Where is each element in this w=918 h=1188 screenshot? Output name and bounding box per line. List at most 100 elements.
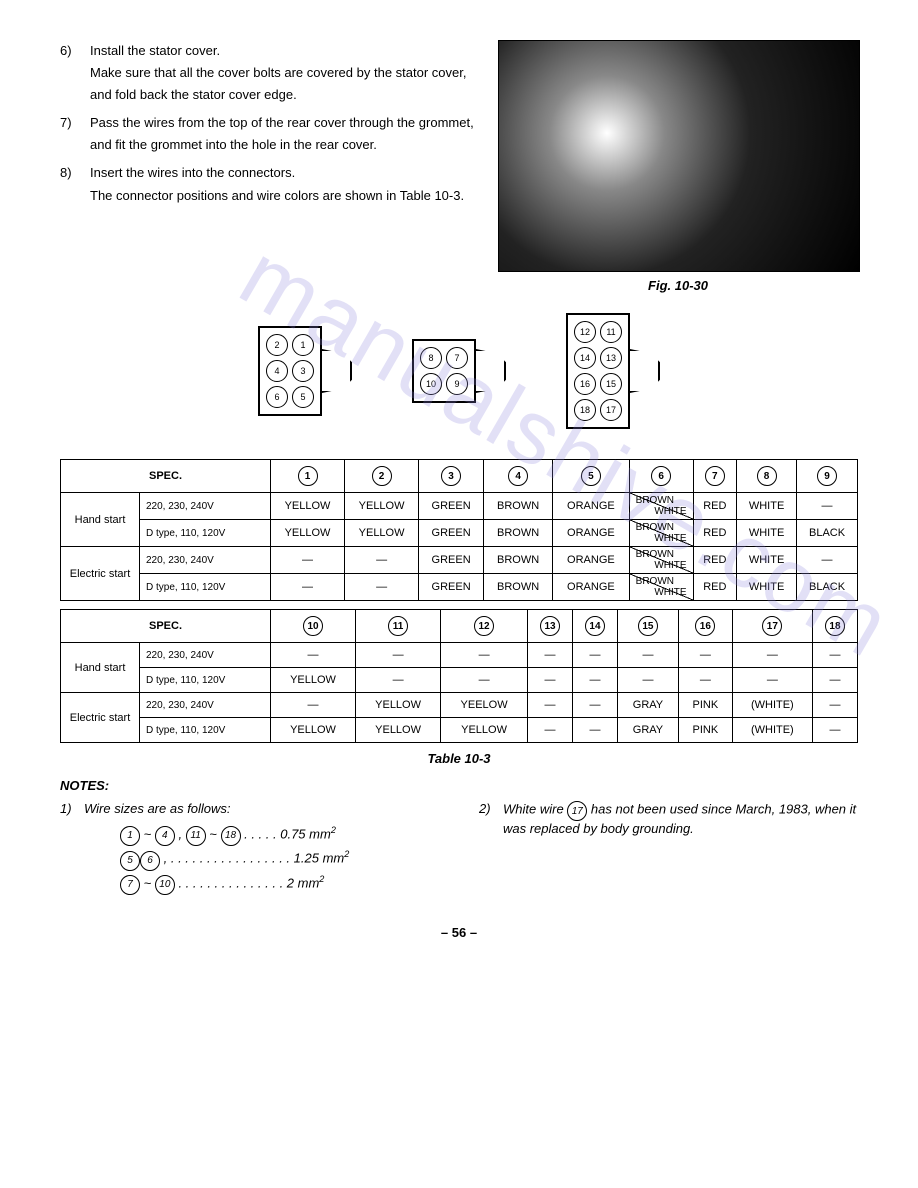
color-cell: — — [812, 643, 857, 668]
wire-size-line: 7 ~ 10 . . . . . . . . . . . . . . . 2 m… — [120, 871, 439, 895]
color-cell: ORANGE — [553, 574, 630, 601]
column-header: 18 — [812, 610, 857, 643]
color-cell: GRAY — [617, 693, 678, 718]
color-cell: BROWNWHITE — [629, 547, 693, 574]
group-label: Electric start — [61, 547, 140, 601]
connector-pin: 13 — [600, 347, 622, 369]
column-header: 2 — [345, 460, 419, 493]
color-cell: ORANGE — [553, 547, 630, 574]
step-text: Insert the wires into the connectors.The… — [90, 162, 478, 206]
step-text: Pass the wires from the top of the rear … — [90, 112, 478, 156]
color-cell: — — [271, 693, 356, 718]
spec-cell: D type, 110, 120V — [140, 718, 271, 743]
color-cell: YELLOW — [356, 718, 441, 743]
instructions-list: 6)Install the stator cover.Make sure tha… — [60, 40, 478, 293]
color-cell: — — [528, 668, 573, 693]
color-cell: YELLOW — [345, 520, 419, 547]
color-cell: — — [271, 574, 345, 601]
color-cell: — — [572, 718, 617, 743]
note-number: 1) — [60, 801, 84, 816]
color-cell: — — [572, 668, 617, 693]
connector: 1211141316151817 — [566, 313, 660, 429]
group-label: Hand start — [61, 493, 140, 547]
step-text: Install the stator cover.Make sure that … — [90, 40, 478, 106]
color-cell: YEELOW — [441, 693, 528, 718]
color-cell: BROWN — [484, 493, 553, 520]
figure-caption: Fig. 10-30 — [498, 278, 858, 293]
column-header: 3 — [419, 460, 484, 493]
color-cell: — — [528, 718, 573, 743]
color-cell: — — [678, 643, 732, 668]
color-cell: YELLOW — [271, 493, 345, 520]
page-number: – 56 – — [60, 925, 858, 940]
connector-pin: 7 — [446, 347, 468, 369]
color-cell: — — [345, 574, 419, 601]
color-cell: — — [797, 547, 858, 574]
color-cell: ORANGE — [553, 520, 630, 547]
connector-pin: 10 — [420, 373, 442, 395]
connector-pin: 8 — [420, 347, 442, 369]
color-cell: YELLOW — [271, 520, 345, 547]
color-cell: — — [617, 668, 678, 693]
connector-pin: 4 — [266, 360, 288, 382]
connector-pin: 12 — [574, 321, 596, 343]
column-header: 9 — [797, 460, 858, 493]
color-cell: — — [732, 668, 812, 693]
color-cell: — — [678, 668, 732, 693]
connector: 87109 — [412, 313, 506, 429]
spec-cell: 220, 230, 240V — [140, 547, 271, 574]
color-cell: — — [441, 643, 528, 668]
connector-pin: 1 — [292, 334, 314, 356]
color-cell: (WHITE) — [732, 693, 812, 718]
color-cell: GRAY — [617, 718, 678, 743]
connector: 214365 — [258, 313, 352, 429]
color-cell: — — [271, 547, 345, 574]
column-header: 16 — [678, 610, 732, 643]
spec-cell: 220, 230, 240V — [140, 493, 271, 520]
color-cell: GREEN — [419, 547, 484, 574]
column-header: 13 — [528, 610, 573, 643]
column-header: 4 — [484, 460, 553, 493]
color-cell: BROWNWHITE — [629, 520, 693, 547]
connector-pin: 5 — [292, 386, 314, 408]
color-cell: BROWNWHITE — [629, 574, 693, 601]
color-cell: RED — [693, 574, 737, 601]
color-cell: — — [572, 693, 617, 718]
color-cell: WHITE — [737, 493, 797, 520]
note-text: White wire 17 has not been used since Ma… — [503, 801, 858, 836]
color-cell: — — [797, 493, 858, 520]
wire-size-line: 1 ~ 4 , 11 ~ 18 . . . . . 0.75 mm2 — [120, 822, 439, 846]
color-cell: WHITE — [737, 547, 797, 574]
color-cell: GREEN — [419, 574, 484, 601]
step-number: 8) — [60, 162, 90, 206]
figure-box: Fig. 10-30 — [498, 40, 858, 293]
connector-diagrams: 214365 87109 1211141316151817 — [60, 313, 858, 429]
color-cell: — — [356, 643, 441, 668]
color-cell: GREEN — [419, 493, 484, 520]
figure-photo — [498, 40, 860, 272]
notes-col-2: 2) White wire 17 has not been used since… — [479, 801, 858, 895]
color-cell: YELLOW — [271, 718, 356, 743]
column-header: 17 — [732, 610, 812, 643]
color-cell: — — [528, 693, 573, 718]
column-header: 6 — [629, 460, 693, 493]
wire-sizes-list: 1 ~ 4 , 11 ~ 18 . . . . . 0.75 mm256 , .… — [120, 822, 439, 895]
column-header: 11 — [356, 610, 441, 643]
spec-cell: D type, 110, 120V — [140, 668, 271, 693]
connector-pin: 2 — [266, 334, 288, 356]
color-cell: — — [812, 693, 857, 718]
wire-size-line: 56 , . . . . . . . . . . . . . . . . . 1… — [120, 846, 439, 870]
color-cell: RED — [693, 520, 737, 547]
color-cell: BROWN — [484, 547, 553, 574]
color-cell: YELLOW — [356, 693, 441, 718]
color-cell: BLACK — [797, 574, 858, 601]
color-cell: — — [271, 643, 356, 668]
color-cell: GREEN — [419, 520, 484, 547]
column-header: 1 — [271, 460, 345, 493]
color-cell: BROWNWHITE — [629, 493, 693, 520]
connector-pin: 14 — [574, 347, 596, 369]
step-number: 6) — [60, 40, 90, 106]
color-cell: — — [617, 643, 678, 668]
group-label: Electric start — [61, 693, 140, 743]
top-section: 6)Install the stator cover.Make sure tha… — [60, 40, 858, 293]
